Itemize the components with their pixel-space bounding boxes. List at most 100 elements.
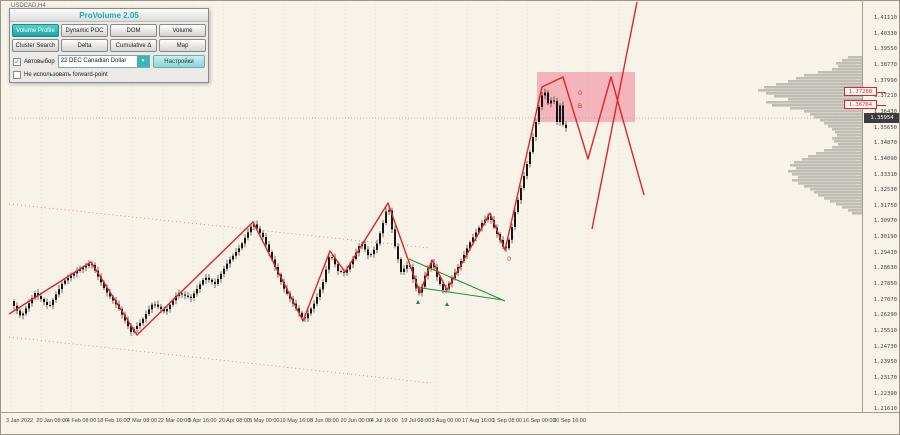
zigzag-line[interactable] xyxy=(8,76,645,336)
time-axis[interactable]: 3 Jan 2022 20 Jan 08:00 4 Feb 08:00 18 Feb … xyxy=(1,412,899,434)
price-level-tag-lower[interactable]: 1.36764 xyxy=(844,100,886,109)
candle-body xyxy=(364,243,366,250)
candle-body xyxy=(223,268,225,274)
candle-body xyxy=(436,267,438,277)
candle-body xyxy=(139,323,141,326)
chevron-down-icon[interactable]: ▼ xyxy=(137,56,149,67)
volume-profile-bar xyxy=(792,173,862,176)
candle-body xyxy=(298,308,300,313)
triangle-trendline[interactable] xyxy=(414,286,504,301)
panel-button-map[interactable]: Map xyxy=(159,39,206,52)
current-price-tag: 1.35954 xyxy=(864,113,899,123)
candle-body xyxy=(163,309,165,312)
time-axis-label: 20 Jun 00:00 xyxy=(340,418,373,424)
panel-button-dynamic-poc[interactable]: Dynamic POC xyxy=(61,24,108,37)
candle-body xyxy=(565,124,567,128)
panel-button-cluster-search[interactable]: Cluster Search xyxy=(12,39,59,52)
settings-button[interactable]: Настройки xyxy=(153,55,205,68)
candle-body xyxy=(217,278,219,284)
time-axis-label: 18 Feb 16:00 xyxy=(97,418,130,424)
candle-body xyxy=(76,271,78,274)
volume-profile-bar xyxy=(852,212,862,215)
channel-dotted-line[interactable] xyxy=(8,336,432,384)
price-axis-label: 1.29410 xyxy=(873,249,897,256)
candle-body xyxy=(202,280,204,285)
candle-body xyxy=(52,299,54,306)
price-axis-label: 1.30970 xyxy=(873,218,897,225)
candle-body xyxy=(214,281,216,284)
candle-body xyxy=(316,297,318,304)
candle-body xyxy=(469,242,471,249)
volume-profile-bar xyxy=(832,137,862,140)
candle-body xyxy=(256,224,258,229)
candle-body xyxy=(205,277,207,280)
symbol-label: USDCAD,H4 xyxy=(11,3,46,9)
candle-body xyxy=(490,216,492,220)
price-axis-label: 1.24730 xyxy=(873,343,897,350)
autoselect-label: Автовыбор xyxy=(24,58,55,65)
candle-body xyxy=(322,282,324,290)
volume-profile-bar xyxy=(798,176,862,179)
volume-profile-bar xyxy=(816,152,862,155)
volume-profile-bar xyxy=(788,80,862,83)
panel-button-row-2: Cluster Search Delta Cumulative Δ Map xyxy=(10,37,208,52)
candle-body xyxy=(352,259,354,265)
candle-body xyxy=(211,279,213,282)
candle-body xyxy=(142,318,144,323)
price-axis-label: 1.22390 xyxy=(873,390,897,397)
time-axis-label: 16 Sep 00:00 xyxy=(522,418,556,424)
candle-body xyxy=(181,293,183,295)
candle-body xyxy=(46,302,48,305)
panel-title[interactable]: ProVolume 2.05 xyxy=(10,9,208,22)
projection-zone[interactable] xyxy=(537,72,635,122)
volume-profile-bar xyxy=(758,89,862,92)
candle-body xyxy=(145,314,147,319)
price-axis-label: 1.34090 xyxy=(873,155,897,162)
price-axis[interactable]: 1.41110 1.40330 1.39550 1.38770 1.37990 1.372… xyxy=(862,1,899,414)
panel-button-cumulative[interactable]: Cumulative Δ xyxy=(110,39,157,52)
volume-profile-bar xyxy=(790,107,862,110)
time-axis-label: 30 Sep 16:00 xyxy=(553,418,586,424)
price-axis-label: 1.34870 xyxy=(873,140,897,147)
volume-profile-bar xyxy=(796,167,862,170)
price-axis-label: 1.31750 xyxy=(873,202,897,209)
triangle-trendline[interactable] xyxy=(408,258,506,302)
candle-body xyxy=(319,289,321,297)
panel-button-dom[interactable]: DOM xyxy=(110,24,157,37)
candle-body xyxy=(151,304,153,310)
wave-label: 0 xyxy=(578,90,582,97)
price-axis-label: 1.39550 xyxy=(873,46,897,53)
volume-profile-bar xyxy=(830,200,862,203)
price-axis-label: 1.37210 xyxy=(873,93,897,100)
volume-profile-bar xyxy=(804,110,862,113)
volume-profile-bar xyxy=(766,101,862,104)
candle-body xyxy=(466,248,468,255)
candle-body xyxy=(337,264,339,271)
panel-button-volume-profile[interactable]: Volume Profile xyxy=(12,24,59,37)
price-axis-label: 1.40330 xyxy=(873,30,897,37)
price-axis-label: 1.23950 xyxy=(873,359,897,366)
zigzag-line[interactable] xyxy=(591,1,638,230)
candle-body xyxy=(88,264,90,266)
price-level-tag-upper[interactable]: 1.37268 xyxy=(844,87,886,96)
panel-button-volume[interactable]: Volume xyxy=(159,24,206,37)
autoselect-checkbox[interactable]: ✓ xyxy=(13,57,21,66)
price-axis-label: 1.37990 xyxy=(873,77,897,84)
candle-body xyxy=(556,101,558,122)
candle-body xyxy=(55,294,57,300)
panel-button-delta[interactable]: Delta xyxy=(61,39,108,52)
candle-body xyxy=(481,223,483,228)
candle-body xyxy=(70,275,72,279)
candle-body xyxy=(271,252,273,260)
volume-profile-bar xyxy=(788,170,862,173)
instrument-dropdown-value: 22 DEC Canadian Dollar xyxy=(60,58,127,64)
instrument-dropdown[interactable]: 22 DEC Canadian Dollar ▼ xyxy=(57,55,150,68)
forward-point-checkbox[interactable] xyxy=(13,71,21,79)
candle-body xyxy=(547,92,549,104)
candle-body xyxy=(109,292,111,297)
volume-profile-bar xyxy=(792,179,862,182)
volume-profile-bar xyxy=(836,203,862,206)
candle-body xyxy=(235,252,237,256)
candle-body xyxy=(268,244,270,252)
